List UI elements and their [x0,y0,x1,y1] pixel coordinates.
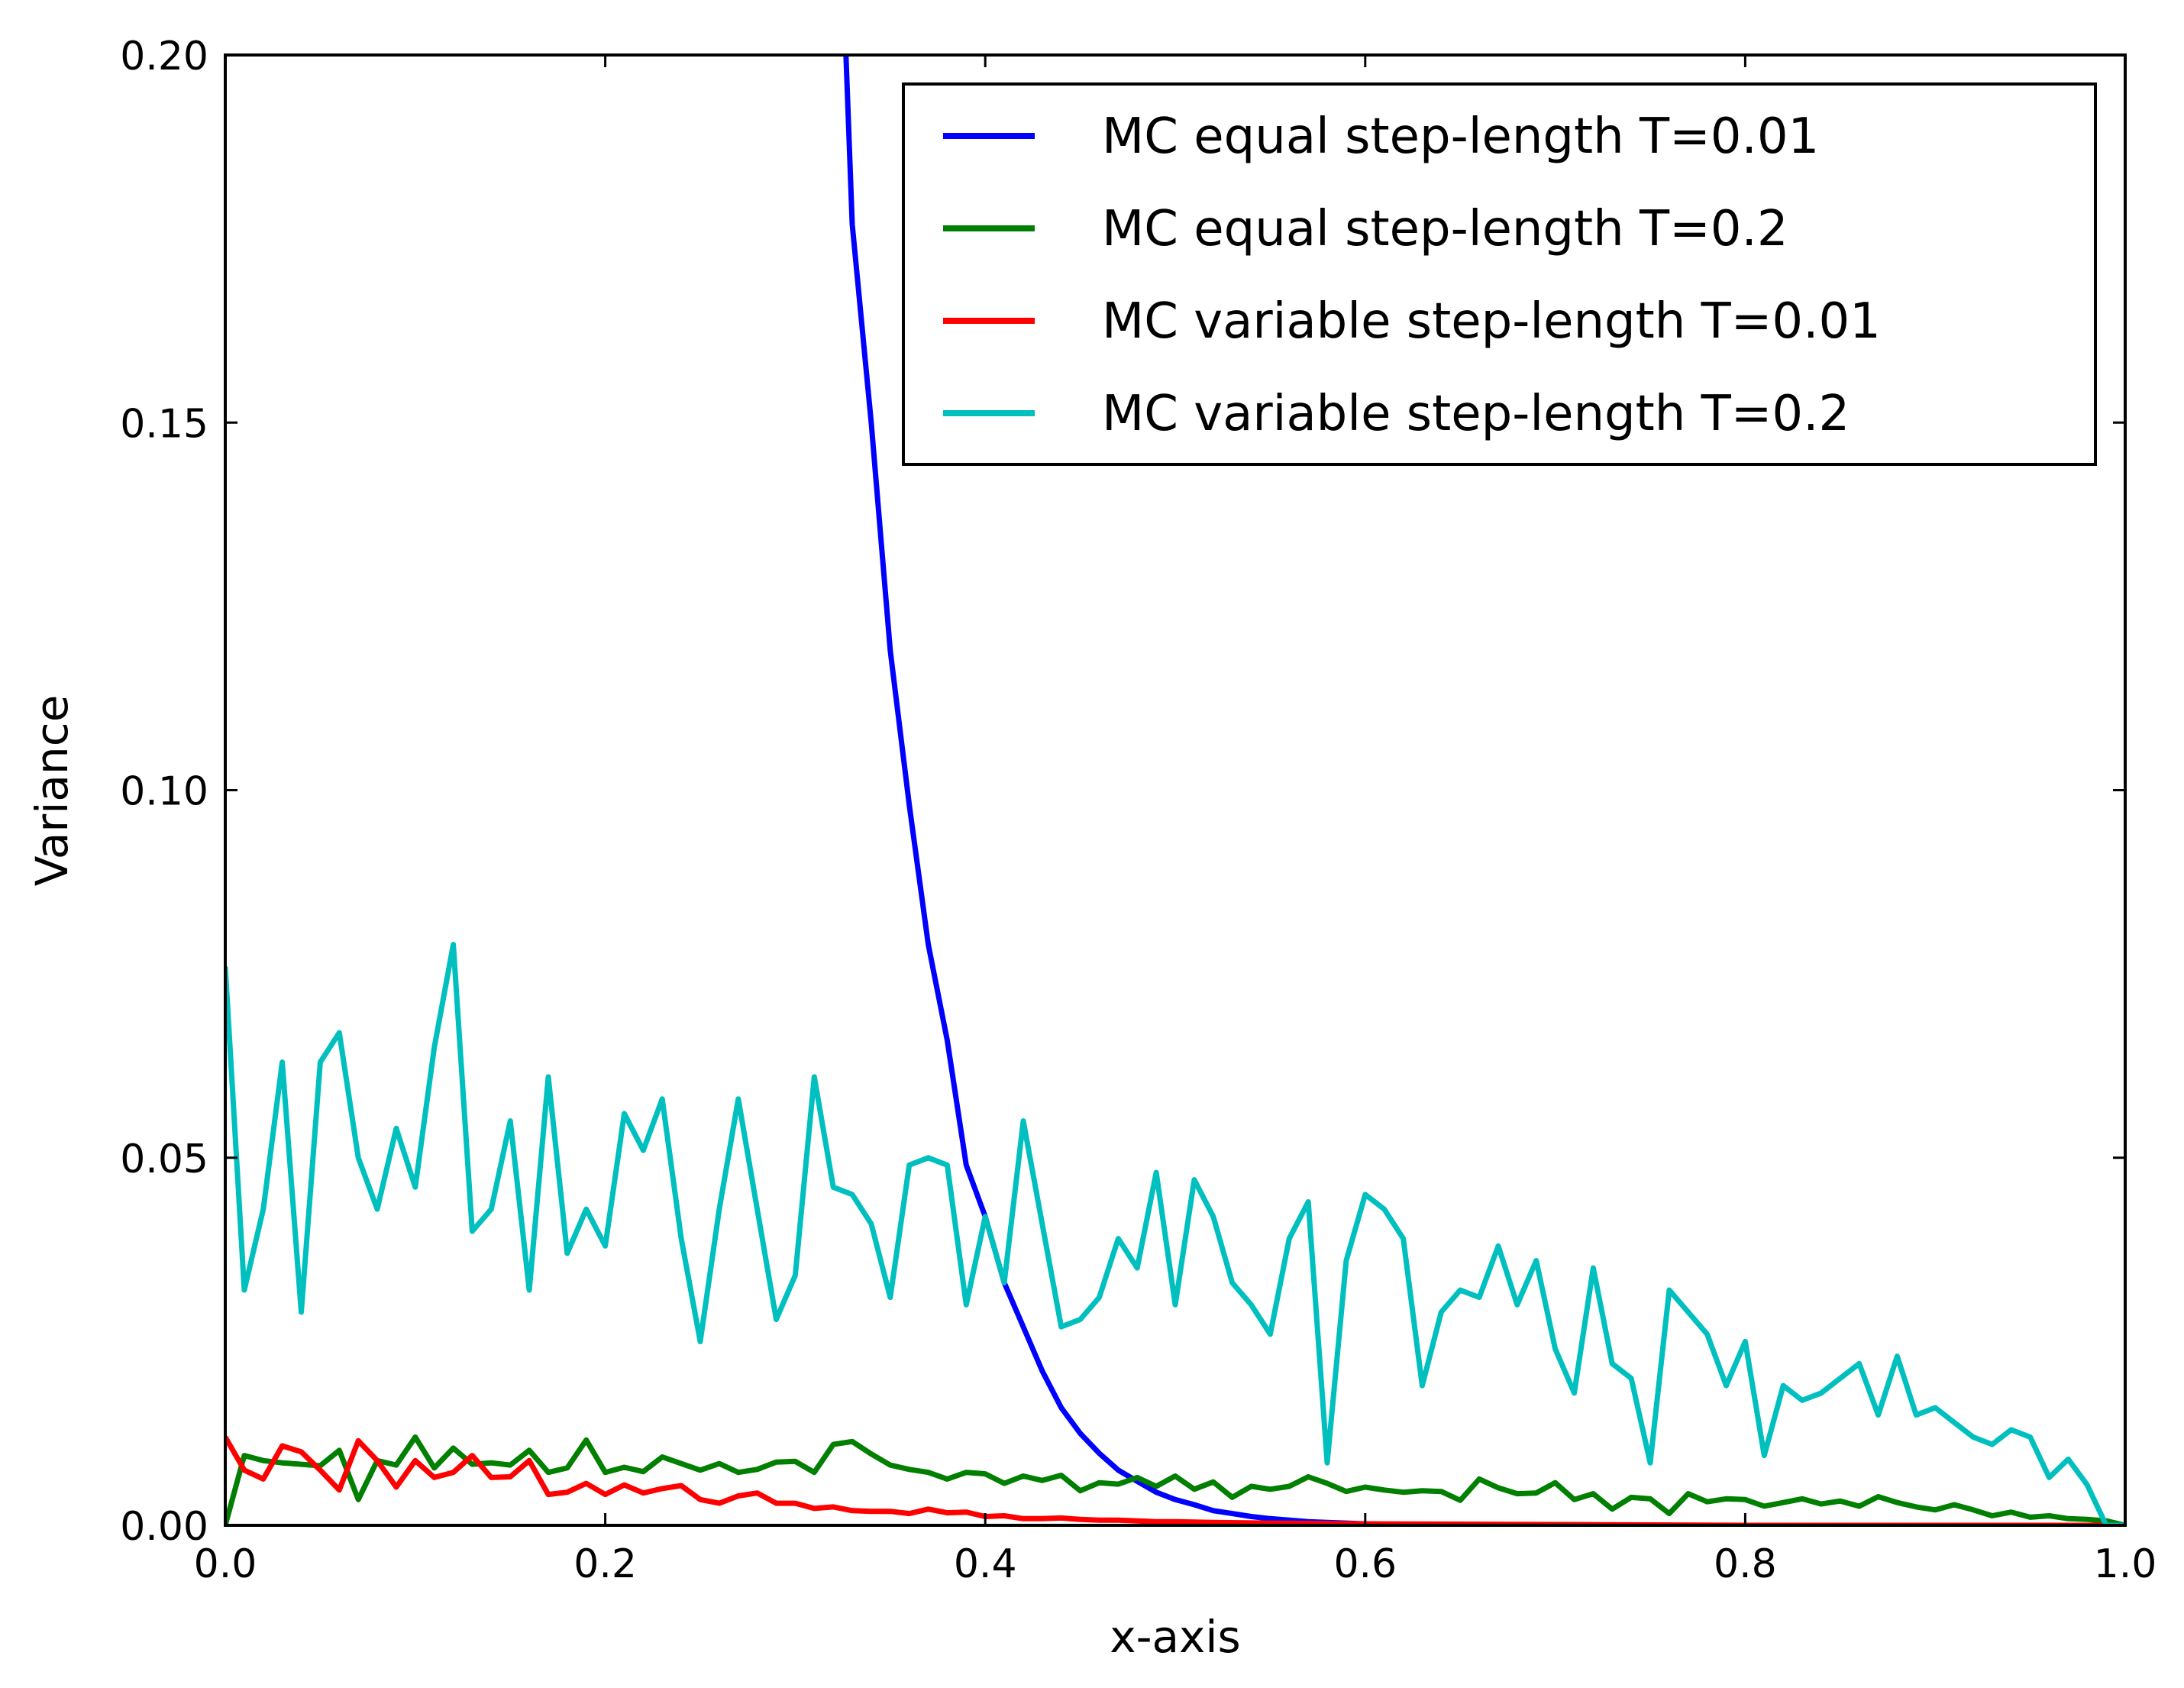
legend: MC equal step-length T=0.01 MC equal step… [902,82,2097,466]
x-tick-label: 0.6 [1333,1541,1397,1587]
x-tick-label: 0.4 [954,1541,1017,1587]
x-tick-label: 0.2 [573,1541,637,1587]
legend-label-1: MC equal step-length T=0.01 [1102,108,1819,165]
y-tick-label: 0.20 [120,34,208,79]
x-tick-label: 0.8 [1714,1541,1777,1587]
series-line-2 [225,1434,2125,1525]
y-axis-label: Variance [26,695,78,887]
x-tick-label: 1.0 [2094,1541,2157,1587]
y-tick-label: 0.00 [120,1504,208,1550]
legend-label-3: MC variable step-length T=0.01 [1102,293,1881,350]
legend-label-4: MC variable step-length T=0.2 [1102,386,1850,442]
y-tick-label: 0.15 [120,401,208,447]
series-line-4 [225,942,2125,1525]
legend-box [902,82,2097,466]
y-tick-label: 0.05 [120,1137,208,1182]
y-tick-label: 0.10 [120,769,208,815]
legend-label-2: MC equal step-length T=0.2 [1102,201,1788,257]
series-line-3 [225,1435,2125,1525]
tick-layer: 0.0 0.2 0.4 0.6 0.8 1.0 0.00 0.05 0.10 0.15 0.20 [120,34,2157,1587]
x-axis-label: x-axis [1110,1611,1240,1663]
x-tick-label: 0.0 [194,1541,257,1587]
